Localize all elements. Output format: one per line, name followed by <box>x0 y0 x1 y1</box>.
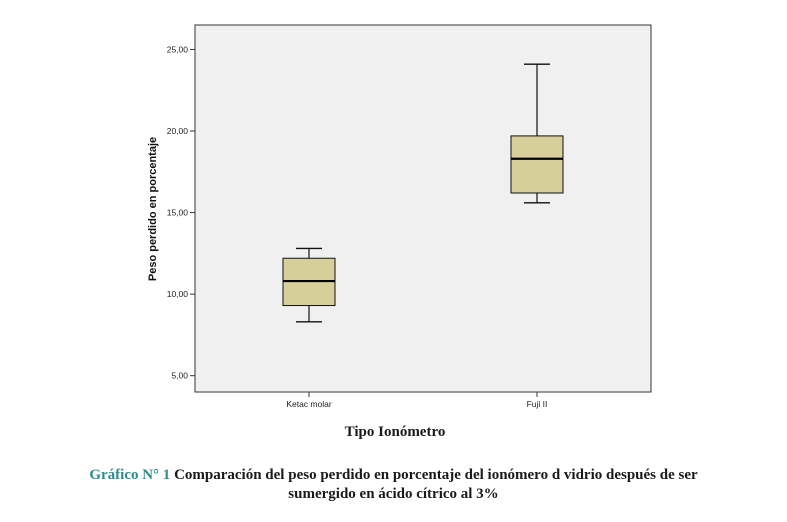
x-axis-ticks: Ketac molar Fuji II <box>286 392 547 409</box>
y-axis-label: Peso perdido en porcentaje <box>147 137 159 281</box>
caption-prefix: Gráfico N° 1 <box>89 467 171 483</box>
box-ketac-molar <box>282 247 336 323</box>
y-tick-label: 10,00 <box>167 289 189 299</box>
boxes <box>282 63 564 323</box>
y-tick-label: 5,00 <box>171 371 188 381</box>
y-tick-label: 15,00 <box>167 208 189 218</box>
iqr-box <box>510 135 564 194</box>
x-axis-label: Tipo Ionómetro <box>345 424 446 440</box>
plot-area <box>194 24 652 393</box>
x-tick-label: Ketac molar <box>286 399 332 409</box>
caption-line-2: sumergido en ácido cítrico al 3% <box>288 486 499 502</box>
box-plot-chart: 5,00 10,00 15,00 20,00 25,00 Ketac molar Fuji… <box>147 24 652 440</box>
figure-caption: Gráfico N° 1 Comparación del peso perdid… <box>0 466 787 504</box>
box-fuji-ii <box>510 63 564 204</box>
y-axis-ticks: 5,00 10,00 15,00 20,00 25,00 <box>167 44 195 381</box>
caption-line-1: Comparación del peso perdido en porcenta… <box>170 467 698 483</box>
y-tick-label: 20,00 <box>167 126 189 136</box>
x-tick-label: Fuji II <box>527 399 548 409</box>
y-tick-label: 25,00 <box>167 44 189 54</box>
